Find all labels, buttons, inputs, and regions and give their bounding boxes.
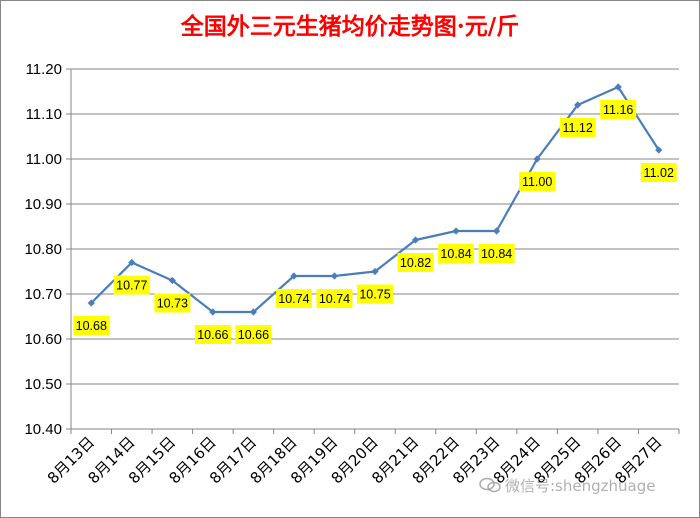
data-point [533,155,541,163]
data-label: 11.00 [522,175,552,189]
data-label: 10.75 [359,288,390,302]
data-point [493,227,501,235]
axes [66,68,680,434]
data-label-box [438,244,475,263]
y-tick-label: 11.10 [26,106,62,123]
data-label: 10.73 [157,297,188,311]
data-label-box [640,163,677,182]
data-label: 10.77 [116,279,147,293]
data-point [128,258,136,267]
data-point [330,272,339,280]
data-point [655,146,663,154]
chart-title: 全国外三元生猪均价走势图·元/斤 [180,13,520,40]
y-tick-label: 10.70 [24,286,62,303]
data-point [614,83,622,91]
data-label: 10.66 [197,328,228,342]
data-label: 10.66 [238,328,269,342]
data-point [411,236,420,244]
data-point [209,308,217,316]
data-point [87,299,95,307]
data-label: 11.02 [644,166,674,180]
data-label: 10.74 [319,292,350,306]
data-label: 11.16 [603,103,633,117]
data-label-box [559,118,596,137]
data-label-box [357,284,393,304]
y-tick-labels: 10.40 10.50 10.60 10.70 10.80 10.90 11.00 11.10… [24,61,62,438]
data-label: 10.74 [278,292,309,306]
data-label: 10.82 [400,256,431,270]
watermark-text: 微信号:shengzhuage [505,477,656,495]
data-label-box [478,244,515,263]
y-tick-label: 11.20 [26,61,62,78]
data-point [452,227,460,235]
data-label-box [316,289,353,308]
data-label-box [73,316,110,335]
wechat-icon [479,477,501,493]
y-tick-label: 10.40 [24,421,62,438]
data-label-box [600,100,637,119]
data-point [168,276,176,285]
data-point [371,267,379,276]
data-label-box [519,172,556,191]
y-tick-label: 11.00 [26,151,62,168]
data-label-box [113,275,150,295]
data-label-box [194,325,231,344]
data-label-box [397,253,434,272]
data-label-box [154,293,191,313]
y-tick-label: 10.60 [24,331,62,348]
data-label: 10.68 [76,319,107,333]
watermark: 微信号:shengzhuage [479,475,655,496]
data-label-box [235,325,272,344]
data-point [249,308,257,316]
data-labels: 10.68 10.77 10.73 10.66 10.66 10.74 10.74 10.75… [73,100,677,344]
data-label: 11.12 [562,121,592,135]
data-label: 10.84 [481,247,512,261]
y-tick-label: 10.90 [24,196,62,213]
y-tick-label: 10.50 [24,376,62,393]
y-tick-label: 10.80 [24,241,62,258]
data-label-box [275,289,312,308]
data-label: 10.84 [440,247,471,261]
data-point [574,101,582,109]
data-point [290,272,298,280]
